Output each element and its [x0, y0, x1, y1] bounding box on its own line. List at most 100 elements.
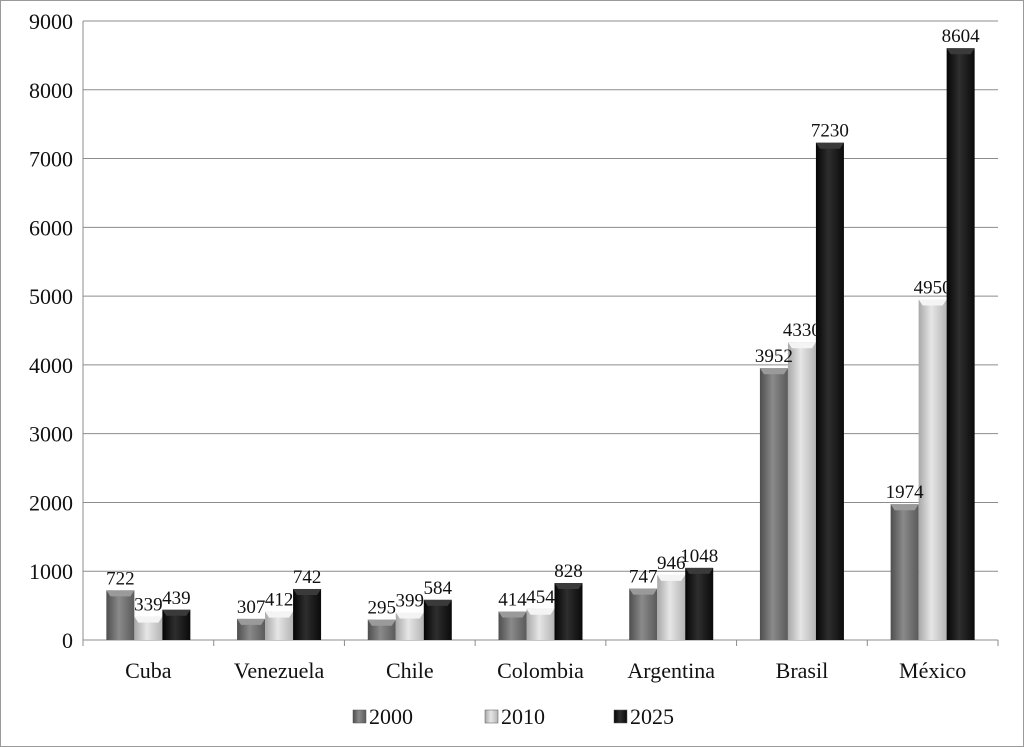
x-tick-label: Colombia [497, 658, 584, 683]
data-label: 414 [498, 590, 527, 611]
data-label: 454 [526, 587, 555, 608]
bar-2025-Argentina [685, 567, 714, 640]
legend: 2000 2010 2025 [352, 704, 674, 729]
bar-2000-Chile [367, 619, 396, 640]
bar-body [787, 342, 816, 640]
y-tick-label: 1000 [29, 559, 73, 584]
bar-cap [685, 567, 714, 574]
y-tick-label: 6000 [29, 215, 73, 240]
data-label: 1048 [680, 546, 718, 567]
bar-body [106, 590, 135, 640]
bar-cap [657, 574, 686, 581]
bar-cap [918, 299, 947, 306]
bar-cap [265, 611, 294, 618]
bar-body [554, 583, 583, 640]
bar-cap [237, 618, 266, 625]
bar-cap [367, 619, 396, 626]
legend-swatch-2000 [352, 709, 367, 724]
x-tick-label: México [899, 658, 966, 683]
bar-cap [498, 611, 527, 618]
bar-2000-Argentina [629, 588, 658, 640]
data-label: 747 [629, 567, 658, 588]
bar-cap [787, 342, 816, 349]
x-tick-label: Brasil [776, 658, 829, 683]
bar-2010-Chile [395, 612, 424, 640]
data-label: 439 [162, 588, 191, 609]
bar-cap [293, 588, 322, 595]
bar-2010-México [918, 299, 947, 640]
axes: 0 1000 2000 3000 4000 5000 6000 7000 8000 9000 Cub… [29, 9, 999, 683]
data-label: 399 [396, 591, 425, 612]
bar-2000-Cuba [106, 590, 135, 640]
data-label: 307 [237, 597, 266, 618]
bar-cap [815, 142, 844, 149]
data-label: 722 [106, 568, 135, 589]
data-label: 1974 [886, 482, 925, 503]
bar-2000-México [890, 504, 919, 640]
bar-2025-Chile [423, 599, 452, 640]
x-tick-label: Chile [386, 658, 434, 683]
legend-label-2010: 2010 [501, 704, 545, 729]
data-label: 946 [657, 553, 686, 574]
bar-body [293, 588, 322, 640]
bar-body [657, 574, 686, 640]
bar-body [759, 368, 788, 640]
bar-2010-Colombia [526, 608, 555, 640]
legend-label-2025: 2025 [630, 704, 674, 729]
legend-swatch-2025 [613, 709, 628, 724]
bar-2025-Cuba [162, 609, 191, 640]
data-label: 4330 [783, 320, 821, 341]
bar-cap [554, 583, 583, 590]
data-label: 7230 [811, 121, 849, 142]
bar-cap [629, 588, 658, 595]
bar-2010-Brasil [787, 342, 816, 640]
data-label: 4950 [914, 278, 952, 299]
bar-cap [162, 609, 191, 616]
bar-body [629, 588, 658, 640]
bar-2010-Cuba [134, 616, 163, 640]
bar-2010-Argentina [657, 574, 686, 640]
bar-body [685, 567, 714, 640]
x-tick-label: Argentina [627, 658, 715, 683]
legend-swatch-2010 [484, 709, 499, 724]
bars [106, 48, 975, 640]
bar-2000-Colombia [498, 611, 527, 640]
bar-cap [946, 48, 975, 55]
bar-2025-Brasil [815, 142, 844, 640]
legend-label-2000: 2000 [369, 704, 413, 729]
bar-2025-Venezuela [293, 588, 322, 640]
y-tick-label: 8000 [29, 78, 73, 103]
data-label: 3952 [755, 346, 793, 367]
data-label: 584 [424, 578, 453, 599]
y-tick-label: 9000 [29, 9, 73, 34]
data-label: 828 [554, 561, 583, 582]
bar-cap [395, 612, 424, 619]
data-label: 295 [368, 598, 397, 619]
y-tick-label: 7000 [29, 147, 73, 172]
bar-body [815, 142, 844, 640]
bar-cap [759, 368, 788, 375]
x-tick-label: Cuba [125, 658, 172, 683]
y-tick-label: 3000 [29, 422, 73, 447]
y-tick-label: 2000 [29, 490, 73, 515]
data-label: 339 [134, 595, 163, 616]
data-label: 8604 [942, 26, 981, 47]
bar-body [890, 504, 919, 640]
data-label: 742 [293, 567, 322, 588]
bar-cap [423, 599, 452, 606]
bar-2000-Brasil [759, 368, 788, 640]
bar-cap [134, 616, 163, 623]
bar-cap [890, 504, 919, 511]
bar-2025-México [946, 48, 975, 640]
x-tick-label: Venezuela [234, 658, 325, 683]
bar-cap [106, 590, 135, 597]
gridlines [83, 20, 998, 572]
bar-cap [526, 608, 555, 615]
y-tick-label: 5000 [29, 284, 73, 309]
bar-body [918, 299, 947, 640]
bar-body [946, 48, 975, 640]
y-tick-label: 4000 [29, 353, 73, 378]
